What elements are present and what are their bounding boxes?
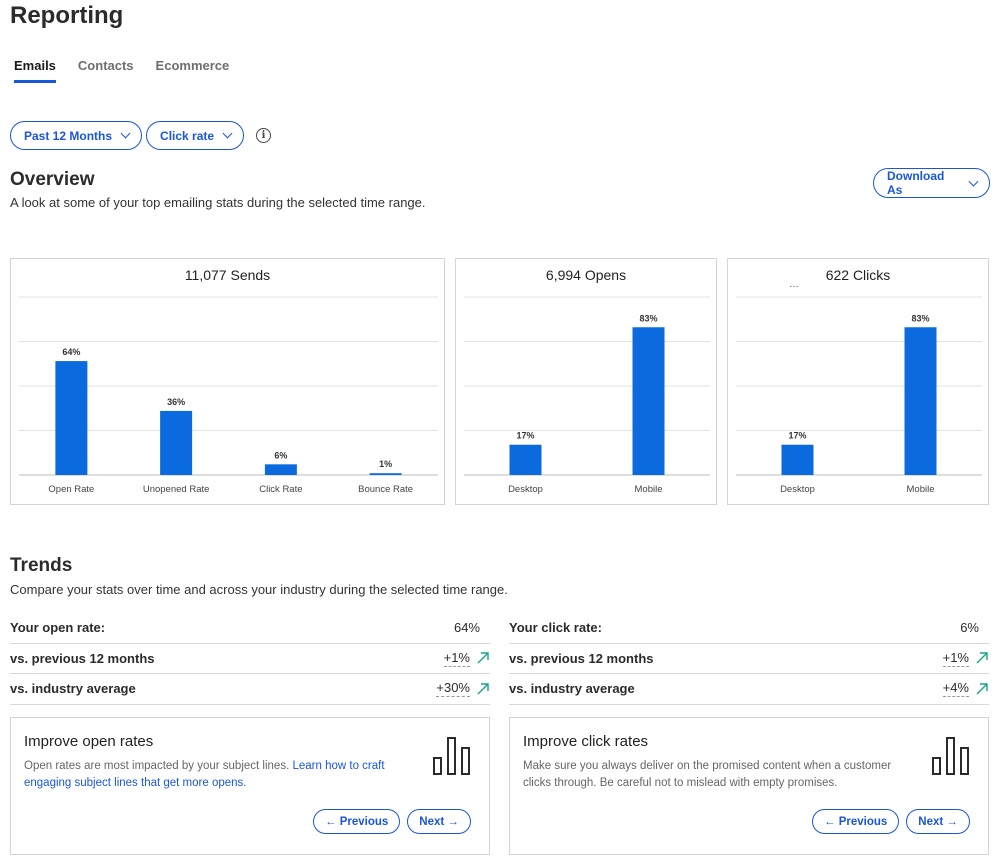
chart-bar[interactable] <box>781 444 814 475</box>
next-tip-button[interactable]: Next → <box>407 809 471 834</box>
tip-title: Improve open rates <box>24 733 154 750</box>
category-label: Bounce Rate <box>358 484 413 495</box>
subject-lines-link[interactable]: Learn how to craft engaging subject line… <box>24 760 385 789</box>
open-rate-row: Your open rate: 64% <box>10 613 490 644</box>
category-label: Desktop <box>780 484 815 495</box>
trend-up-icon <box>976 683 988 695</box>
bar-value-label: 17% <box>788 431 806 441</box>
sends-bar-chart: 64% Open Rate 36% Unopened Rate 6% Click Rate… <box>19 296 438 495</box>
category-label: Unopened Rate <box>143 484 210 495</box>
page-title: Reporting <box>10 2 124 29</box>
open-vs-industry-label: vs. industry average <box>10 681 136 697</box>
chevron-down-icon <box>120 128 131 139</box>
open-vs-previous-value[interactable]: +1% <box>443 649 470 667</box>
info-icon[interactable]: i <box>256 128 272 143</box>
tab-ecommerce[interactable]: Ecommerce <box>155 58 230 73</box>
click-vs-previous-label: vs. previous 12 months <box>509 650 654 666</box>
bar-value-label: 64% <box>62 347 80 357</box>
chart-bar[interactable] <box>264 464 297 475</box>
metric-label: Click rate <box>160 128 215 143</box>
trend-up-icon <box>477 683 489 695</box>
click-rate-row: Your click rate: 6% <box>509 613 989 644</box>
chart-bar[interactable] <box>160 410 193 475</box>
bar-value-label: 83% <box>911 313 929 323</box>
download-as-wrapper: Download As <box>873 168 990 198</box>
click-rate-value: 6% <box>960 620 979 636</box>
opens-bar-chart: 17% Desktop 83% Mobile <box>464 296 710 495</box>
open-vs-industry-value[interactable]: +30% <box>436 680 470 698</box>
tab-contacts[interactable]: Contacts <box>77 58 134 73</box>
open-rate-stats: Your open rate: 64% vs. previous 12 mont… <box>10 613 490 705</box>
overview-description: A look at some of your top emailing stat… <box>10 195 426 210</box>
open-rate-vs-previous-row: vs. previous 12 months +1% <box>10 644 490 674</box>
bar-value-label: 36% <box>167 397 185 407</box>
click-vs-industry-label: vs. industry average <box>509 681 635 697</box>
category-label: Mobile <box>907 484 935 495</box>
next-tip-button[interactable]: Next → <box>906 809 970 834</box>
trends-description: Compare your stats over time and across … <box>10 582 508 597</box>
trend-up-icon <box>976 652 988 664</box>
opens-chart-title: 6,994 Opens <box>545 267 627 283</box>
overview-heading: Overview <box>10 169 95 190</box>
filter-bar: Past 12 Months Click rate i <box>10 121 272 150</box>
tip-title: Improve click rates <box>523 733 649 750</box>
chart-bar[interactable] <box>632 327 665 475</box>
improve-click-rates-card: Improve click rates Make sure you always… <box>509 717 989 855</box>
chevron-down-icon <box>222 128 233 139</box>
open-rate-label: Your open rate: <box>10 620 106 636</box>
chart-bar[interactable] <box>369 473 402 475</box>
opens-chart-card: 6,994 Opens 17% Desktop 83% Mobile <box>455 258 717 505</box>
tab-emails[interactable]: Emails <box>14 58 56 83</box>
category-label: Mobile <box>635 484 663 495</box>
tip-body: Make sure you always deliver on the prom… <box>523 760 892 789</box>
tip-navigation: ← Previous Next → <box>313 809 471 834</box>
improve-open-rates-card: Improve open rates Open rates are most i… <box>10 717 490 855</box>
trend-up-icon <box>477 652 489 664</box>
click-rate-stats: Your click rate: 6% vs. previous 12 mont… <box>509 613 989 705</box>
chevron-down-icon <box>968 176 979 186</box>
download-as-label: Download As <box>887 169 945 197</box>
time-range-dropdown[interactable]: Past 12 Months <box>10 121 143 150</box>
report-tabs: Emails Contacts Ecommerce <box>14 58 229 83</box>
sends-chart-card: 11,077 Sends 64% Open Rate 36% Unopened Rat… <box>10 258 445 505</box>
metric-dropdown[interactable]: Click rate <box>146 121 245 150</box>
category-label: Desktop <box>508 484 543 495</box>
previous-tip-button[interactable]: ← Previous <box>313 809 401 834</box>
category-label: Click Rate <box>259 484 302 495</box>
click-rate-vs-previous-row: vs. previous 12 months +1% <box>509 644 989 674</box>
chart-bar[interactable] <box>904 327 937 475</box>
click-vs-industry-value[interactable]: +4% <box>942 680 969 698</box>
previous-tip-button[interactable]: ← Previous <box>812 809 900 834</box>
open-rate-vs-industry-row: vs. industry average +30% <box>10 674 490 705</box>
bar-value-label: 1% <box>379 459 392 469</box>
tip-navigation: ← Previous Next → <box>812 809 970 834</box>
chart-bar[interactable] <box>55 361 88 475</box>
chart-bar[interactable] <box>509 444 542 475</box>
clicks-chart-title: 622 Clicks <box>825 267 891 283</box>
click-rate-label: Your click rate: <box>509 620 602 636</box>
clicks-chart-card: 622 Clicks 17% Desktop 83% Mobile <box>727 258 989 505</box>
bar-value-label: 6% <box>274 450 287 460</box>
tip-text: Open rates are most impacted by your sub… <box>24 760 290 772</box>
more-options-icon[interactable]: … <box>789 279 800 290</box>
open-rate-value: 64% <box>453 620 480 636</box>
bar-chart-icon <box>433 737 470 775</box>
tip-body: Open rates are most impacted by your sub… <box>24 758 414 792</box>
trends-heading: Trends <box>10 555 73 576</box>
category-label: Open Rate <box>48 484 94 495</box>
clicks-bar-chart: 17% Desktop 83% Mobile <box>736 296 982 495</box>
sends-chart-title: 11,077 Sends <box>184 267 271 283</box>
bar-value-label: 83% <box>639 313 657 323</box>
click-rate-vs-industry-row: vs. industry average +4% <box>509 674 989 705</box>
open-vs-previous-label: vs. previous 12 months <box>10 650 155 666</box>
time-range-label: Past 12 Months <box>24 128 113 143</box>
bar-value-label: 17% <box>516 431 534 441</box>
bar-chart-icon <box>932 737 969 775</box>
click-vs-previous-value[interactable]: +1% <box>942 649 969 667</box>
download-as-button[interactable]: Download As <box>873 168 990 198</box>
